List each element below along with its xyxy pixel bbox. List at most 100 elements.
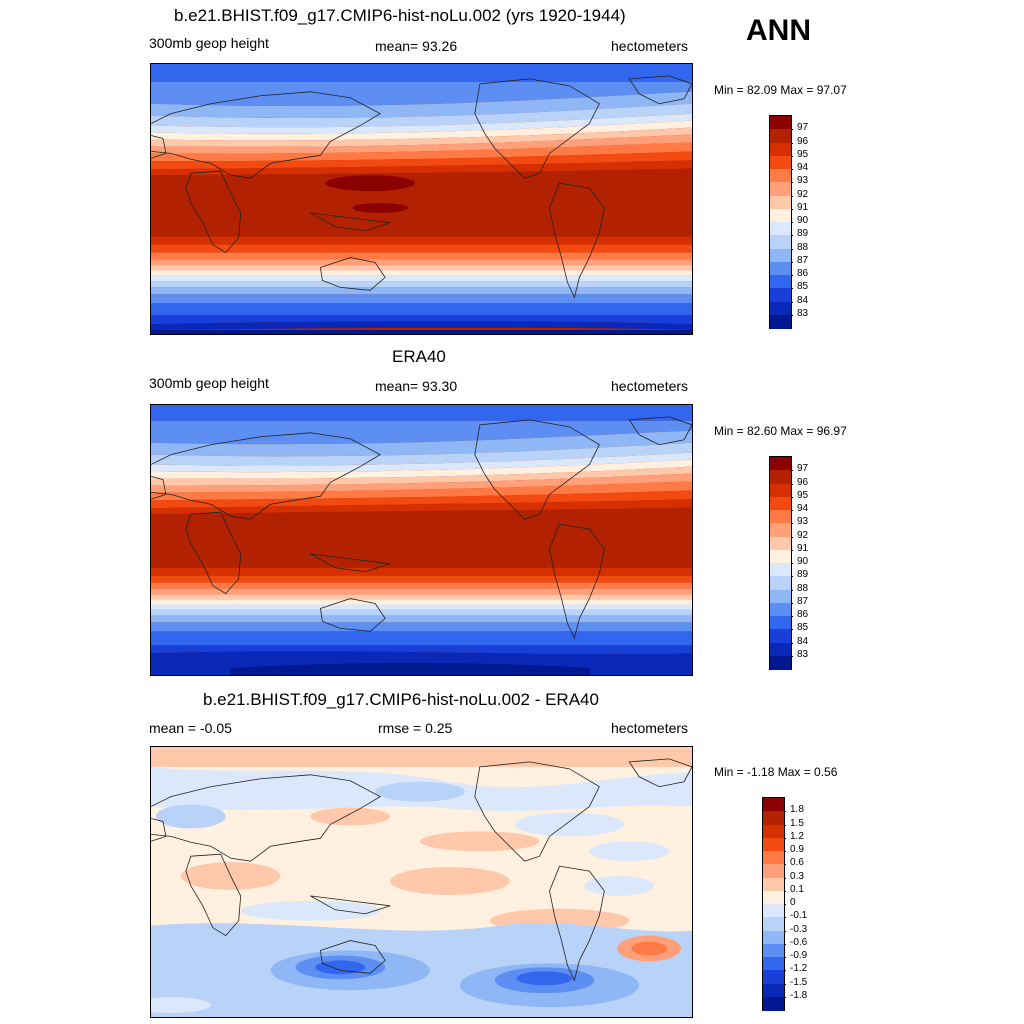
colorbar-swatch [770,510,791,524]
panel-2-title: ERA40 [392,347,446,366]
colorbar-tick [791,629,793,631]
colorbar-tick [791,261,793,263]
colorbar-swatch [770,457,791,471]
colorbar-label: 84 [797,294,809,306]
colorbar-tick [791,155,793,157]
colorbar-label: 89 [797,569,809,581]
colorbar-swatch [770,314,791,329]
colorbar-label: 90 [797,556,809,567]
colorbar-swatch [770,169,791,183]
colorbar-tick [784,877,786,879]
colorbar-label: -1.2 [790,963,808,975]
panel-1-minmax: Min = 82.09 Max = 97.07 [714,83,847,97]
colorbar-label: 96 [797,476,809,488]
panel-3-rmse-label: rmse = 0.25 [378,720,453,736]
panel-3-units-label: hectometers [611,720,689,736]
colorbar-label: 83 [797,648,809,660]
colorbar-swatch [763,943,784,958]
colorbar-tick [791,314,793,316]
colorbar-label: 0.9 [790,844,804,855]
colorbar-label: 92 [797,188,809,200]
colorbar-swatch [770,261,791,276]
colorbar-swatch [763,877,784,892]
colorbar-tick [791,248,793,250]
colorbar-swatch [763,811,784,825]
colorbar-tick [791,208,793,210]
colorbar-swatch [770,602,791,617]
colorbar-swatch [770,275,791,289]
colorbar-swatch [770,301,791,316]
colorbar-tick [784,957,786,958]
colorbar-swatch [770,483,791,498]
panel-1-map [150,63,693,335]
colorbar-label: 0 [790,897,796,908]
colorbar-tick [791,483,793,485]
colorbar-swatch [763,851,784,865]
colorbar-tick [791,142,793,144]
colorbar-label: 88 [797,582,809,594]
panel-3-minmax: Min = -1.18 Max = 0.56 [714,765,838,779]
colorbar-swatch [763,983,784,998]
colorbar-label: 85 [797,622,809,634]
colorbar-tick [784,983,786,985]
colorbar-label: -0.3 [790,923,808,935]
colorbar-tick [791,589,793,591]
colorbar-label: 89 [797,228,809,240]
colorbar-tick [791,602,793,604]
colorbar-label: -0.1 [790,910,808,922]
colorbar-tick [791,536,793,538]
colorbar-label: 93 [797,516,809,528]
panel-1-mean-label: mean= 93.26 [375,38,458,54]
colorbar-tick [791,655,793,657]
colorbar-label: 97 [797,463,809,475]
colorbar-swatch [770,208,791,223]
colorbar-swatch [763,917,784,931]
colorbar-tick [791,642,793,644]
colorbar-label: 1.5 [790,817,804,829]
colorbar-swatch [770,235,791,249]
colorbar-swatch [770,523,791,537]
colorbar-tick [791,301,793,303]
colorbar-label: 0.3 [790,870,804,882]
colorbar-label: 92 [797,529,809,541]
colorbar-tick [791,576,793,578]
colorbar-swatch [770,182,791,196]
colorbar-tick [791,549,793,551]
colorbar-label: -0.6 [790,936,808,948]
season-label: ANN [746,14,811,47]
colorbar-tick [791,275,793,276]
colorbar-label: 83 [797,307,809,319]
colorbar-tick [791,470,793,472]
colorbar-label: -0.9 [790,950,808,961]
colorbar-label: 87 [797,254,809,266]
colorbar-label: 1.8 [790,804,804,816]
colorbar-tick [791,129,793,131]
colorbar-swatch [763,798,784,812]
colorbar-label: 90 [797,215,809,226]
panel-3-title: b.e21.BHIST.f09_g17.CMIP6-hist-noLu.002 … [203,690,599,709]
colorbar-tick [784,917,786,919]
colorbar-tick [784,824,786,826]
colorbar-swatch [763,970,784,984]
colorbar-label: -1.8 [790,989,808,1001]
colorbar-label: 94 [797,503,809,514]
colorbar-tick [784,811,786,813]
colorbar-tick [791,182,793,184]
panel-1-title: b.e21.BHIST.f09_g17.CMIP6-hist-noLu.002 … [174,6,626,25]
colorbar-swatch [763,996,784,1011]
colorbar-tick [784,943,786,945]
colorbar-tick [791,195,793,197]
colorbar-swatch [763,837,784,852]
colorbar-label: 0.6 [790,857,804,869]
colorbar-label: 86 [797,609,809,620]
colorbar-swatch [763,904,784,918]
panel-2-minmax: Min = 82.60 Max = 96.97 [714,424,847,438]
colorbar-swatch [770,496,791,511]
colorbar-swatch [770,655,791,670]
colorbar-swatch [770,629,791,643]
panel-3-mean-label: mean = -0.05 [149,720,232,736]
panel-3-map [150,746,693,1018]
colorbar-swatch [770,549,791,564]
colorbar-label: 87 [797,595,809,607]
colorbar-label: 95 [797,148,809,160]
